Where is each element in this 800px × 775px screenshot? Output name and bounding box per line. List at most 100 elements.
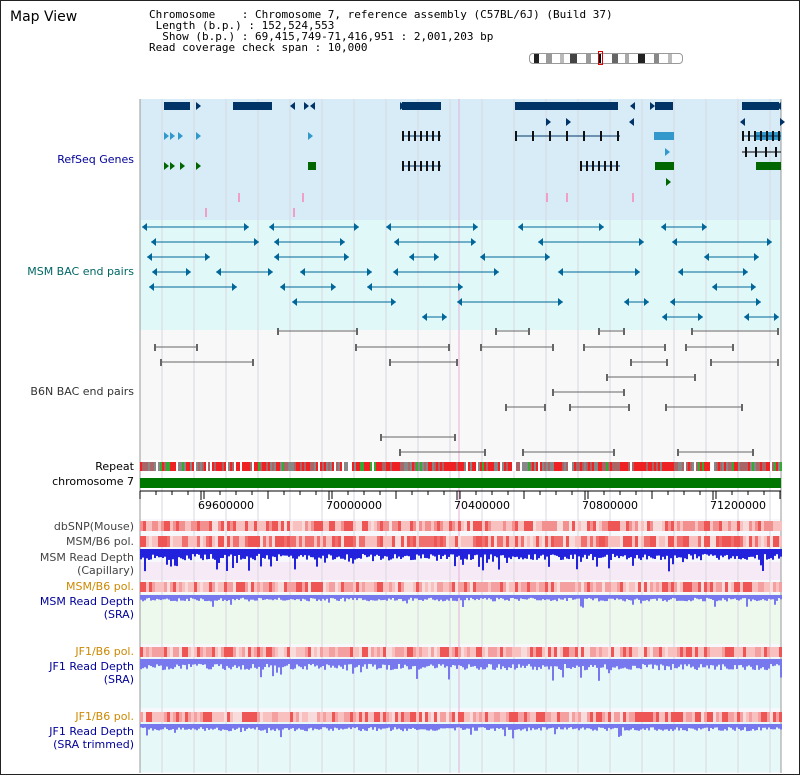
read-depth-bar [582,659,584,667]
read-depth-bar [636,659,638,669]
read-depth-bar [316,659,318,666]
polymorphism-cell [557,536,560,547]
read-depth-bar [268,659,270,668]
read-depth-bar [414,549,416,560]
polymorphism-cell [767,712,770,722]
polymorphism-cell [410,582,413,592]
read-depth-bar [676,659,678,669]
polymorphism-cell [173,712,176,722]
polymorphism-cell [536,521,539,531]
polymorphism-cell [704,647,707,657]
read-depth-bar [274,595,276,600]
read-depth-bar [230,595,232,605]
polymorphism-cell [581,582,584,592]
polymorphism-cell [383,712,386,722]
msm-bac-end [702,223,707,231]
polymorphism-cell [581,521,584,531]
read-depth-bar [680,724,682,729]
read-depth-bar [720,724,722,731]
read-depth-bar [444,595,446,601]
polymorphism-cell [581,712,584,722]
read-depth-bar [418,595,420,601]
refseq-gene-arrow [182,102,187,110]
jf1-b6-pol-sra-label[interactable]: JF1/B6 pol. [75,645,134,658]
b6n-bac-end [356,328,358,335]
polymorphism-cell [548,712,551,722]
polymorphism-cell [467,647,470,657]
polymorphism-cell [755,712,758,722]
dbsnp-track-label[interactable]: dbSNP(Mouse) [53,520,134,533]
polymorphism-cell [374,536,377,547]
b6n-bac-end [522,449,524,456]
read-depth-bar [170,724,172,730]
msm-read-depth-sra-label[interactable]: MSM Read Depth [39,595,134,608]
read-depth-bar [326,595,328,599]
read-depth-bar [494,659,496,670]
refseq-track-label[interactable]: RefSeq Genes [57,153,134,166]
polymorphism-cell [545,582,548,592]
read-depth-bar [410,549,412,561]
polymorphism-cell [524,536,527,547]
jf1-read-depth-sra-label[interactable]: JF1 Read Depth [49,660,134,673]
polymorphism-cell [719,582,722,592]
msm-read-depth-capillary-label[interactable]: MSM Read Depth [39,551,134,564]
refseq-gene-block [655,102,673,110]
repeat-segment [694,462,696,471]
refseq-green-arrow [170,162,175,170]
read-depth-bar [654,549,656,559]
b6n-bac-track-label[interactable]: B6N BAC end pairs [30,385,134,398]
refseq-snp-tick [238,193,240,202]
polymorphism-cell [482,647,485,657]
repeat-segment [584,462,586,471]
refseq-gene-arrow [290,102,295,110]
msm-b6-pol-sra-label[interactable]: MSM/B6 pol. [66,580,134,593]
read-depth-bar [192,724,194,729]
polymorphism-cell [368,536,371,547]
read-depth-bar [704,724,706,728]
repeat-segment [736,462,738,471]
polymorphism-cell [617,582,620,592]
msm-bac-track-label[interactable]: MSM BAC end pairs [27,265,134,278]
polymorphism-cell [488,712,491,722]
msm-b6-pol-capillary-label[interactable]: MSM/B6 pol. [66,535,134,548]
read-depth-bar [778,659,780,666]
polymorphism-cell [341,712,344,722]
polymorphism-cell [518,536,521,547]
read-depth-bar [194,659,196,665]
read-depth-bar [416,659,418,679]
repeat-segment [314,462,316,471]
read-depth-bar [178,595,180,599]
read-depth-bar [296,549,298,559]
polymorphism-cell [281,582,284,592]
refseq-exon [438,161,440,171]
chromosome-idiogram[interactable] [529,53,683,64]
polymorphism-cell [578,647,581,657]
polymorphism-cell [614,582,617,592]
jf1-read-depth-trimmed-label[interactable]: JF1 Read Depth [49,725,134,738]
polymorphism-cell [329,647,332,657]
polymorphism-cell [641,536,644,547]
read-depth-bar [636,724,638,731]
read-depth-bar [404,659,406,665]
read-depth-bar [522,595,524,600]
repeat-segment [604,462,606,471]
read-depth-bar [604,549,606,557]
polymorphism-cell [575,521,578,531]
read-depth-bar [230,549,232,555]
read-depth-bar [400,549,402,560]
read-depth-bar [726,549,728,555]
read-depth-bar [544,549,546,560]
polymorphism-cell [506,712,509,722]
read-depth-bar [630,595,632,601]
polymorphism-cell [269,521,272,531]
read-depth-bar [650,724,652,728]
read-depth-bar [558,549,560,558]
polymorphism-cell [344,536,347,547]
jf1-b6-pol-trimmed-label[interactable]: JF1/B6 pol. [75,710,134,723]
polymorphism-cell [146,536,149,547]
read-depth-bar [664,659,666,671]
polymorphism-cell [662,712,665,722]
read-depth-bar [244,595,246,600]
read-depth-bar [514,724,516,730]
read-depth-bar [340,595,342,599]
